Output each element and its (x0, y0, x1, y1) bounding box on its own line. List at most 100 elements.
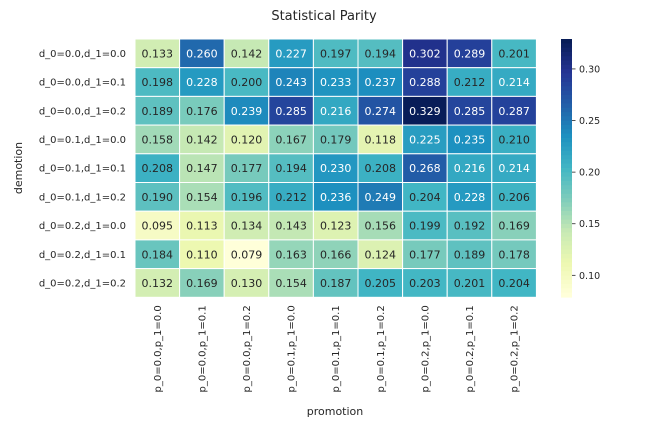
heatmap-cell (357, 38, 404, 69)
heatmap-cell (134, 38, 181, 69)
cell-value-label: 0.192 (454, 220, 486, 233)
cell-value-label: 0.268 (409, 162, 441, 175)
cell-value-label: 0.142 (231, 47, 263, 60)
colorbar-segment (561, 60, 572, 66)
colorbar-segment (561, 258, 572, 264)
colorbar-segment (561, 266, 572, 272)
heatmap-cell (223, 67, 270, 97)
colorbar-segment (561, 77, 572, 83)
colorbar-tick-label: 0.30 (579, 64, 600, 75)
cell-value-label: 0.206 (498, 191, 530, 204)
heatmap-cell (134, 153, 181, 184)
cell-value-label: 0.237 (365, 76, 397, 89)
heatmap-cell (134, 210, 181, 241)
cell-value-label: 0.212 (275, 191, 307, 204)
cell-value-label: 0.177 (231, 162, 263, 175)
cell-value-label: 0.169 (498, 220, 530, 233)
x-tick-label: p_0=0.1,p_1=0.0 (287, 305, 298, 392)
cell-value-label: 0.194 (365, 47, 397, 60)
x-tick-label: p_0=0.2,p_1=0.2 (510, 305, 521, 392)
heatmap-cell (491, 153, 537, 184)
cell-value-label: 0.214 (498, 162, 530, 175)
colorbar-segment (561, 137, 572, 143)
heatmap-cell (312, 268, 359, 298)
colorbar-segment (561, 288, 572, 294)
heatmap-cell (446, 182, 493, 212)
colorbar-segment (561, 112, 572, 117)
cell-value-label: 0.132 (142, 277, 174, 290)
heatmap-cell (179, 268, 225, 298)
colorbar-segment (561, 241, 572, 246)
colorbar-segment (561, 51, 572, 57)
cell-value-label: 0.167 (275, 133, 307, 146)
cell-value-label: 0.288 (409, 76, 441, 89)
cell-value-label: 0.154 (275, 277, 307, 290)
cell-value-label: 0.130 (231, 277, 263, 290)
colorbar-segment (561, 189, 572, 195)
heatmap-cell (312, 95, 359, 126)
cell-value-label: 0.158 (142, 133, 174, 146)
heatmap-cell (402, 239, 448, 270)
colorbar-segment (561, 172, 572, 178)
cell-value-label: 0.123 (320, 220, 352, 233)
heatmap-cell (179, 124, 225, 155)
colorbar-segment (561, 107, 572, 113)
colorbar-segment (561, 56, 572, 62)
x-tick-label: p_0=0.2,p_1=0.1 (465, 305, 476, 392)
cell-value-label: 0.329 (409, 105, 441, 118)
heatmap-cell (491, 182, 537, 212)
colorbar-segment (561, 168, 572, 173)
chart-title: Statistical Parity (271, 9, 377, 24)
heatmap-cell (446, 38, 493, 69)
cell-value-label: 0.134 (231, 220, 263, 233)
heatmap-cell (491, 95, 537, 126)
heatmap-cell (357, 268, 404, 298)
cell-value-label: 0.208 (365, 162, 397, 175)
cell-value-label: 0.230 (320, 162, 352, 175)
heatmap-cell (357, 239, 404, 270)
y-tick-label: d_0=0.0,d_1=0.0 (39, 49, 126, 60)
heatmap-cell (134, 95, 181, 126)
colorbar-segment (561, 271, 572, 277)
y-tick-label: d_0=0.0,d_1=0.2 (39, 106, 126, 117)
cell-value-label: 0.243 (275, 76, 307, 89)
heatmap-cell (134, 182, 181, 212)
colorbar-segment (561, 120, 572, 126)
colorbar-segment (561, 279, 572, 285)
cell-value-label: 0.228 (186, 76, 218, 89)
cell-value-label: 0.285 (275, 105, 307, 118)
colorbar-segment (561, 129, 572, 135)
heatmap-cell (223, 239, 270, 270)
colorbar-tick-label: 0.20 (579, 168, 600, 179)
heatmap-cell (134, 239, 181, 270)
cell-value-label: 0.095 (142, 220, 174, 233)
y-tick-label: d_0=0.1,d_1=0.1 (39, 164, 126, 175)
cell-value-label: 0.163 (275, 248, 307, 261)
heatmap-cell (179, 38, 225, 69)
colorbar-segment (561, 185, 572, 191)
cell-value-label: 0.204 (409, 191, 441, 204)
heatmap-cell (491, 67, 537, 97)
cell-value-label: 0.274 (365, 105, 397, 118)
colorbar-segment (561, 202, 572, 208)
x-tick-label: p_0=0.1,p_1=0.1 (331, 305, 342, 392)
cell-value-label: 0.198 (142, 76, 174, 89)
cell-value-label: 0.142 (186, 133, 218, 146)
cell-value-label: 0.113 (186, 220, 218, 233)
colorbar-segment (561, 275, 572, 281)
colorbar-segment (561, 125, 572, 130)
cell-value-label: 0.235 (454, 133, 486, 146)
x-tick-label: p_0=0.0,p_1=0.2 (242, 305, 253, 392)
colorbar-segment (561, 219, 572, 225)
cell-value-label: 0.285 (454, 105, 486, 118)
heatmap-cell (179, 95, 225, 126)
colorbar-segment (561, 232, 572, 238)
colorbar-segment (561, 245, 572, 251)
cell-value-label: 0.197 (320, 47, 352, 60)
heatmap-cell (491, 239, 537, 270)
colorbar-tick-label: 0.10 (579, 271, 600, 282)
y-tick-label: d_0=0.2,d_1=0.2 (39, 278, 126, 289)
heatmap-cell (312, 182, 359, 212)
heatmap-cells: 0.133 0.260 0.142 0.227 0.197 0.194 0.302 0.289… (134, 38, 537, 298)
cell-value-label: 0.212 (454, 76, 486, 89)
